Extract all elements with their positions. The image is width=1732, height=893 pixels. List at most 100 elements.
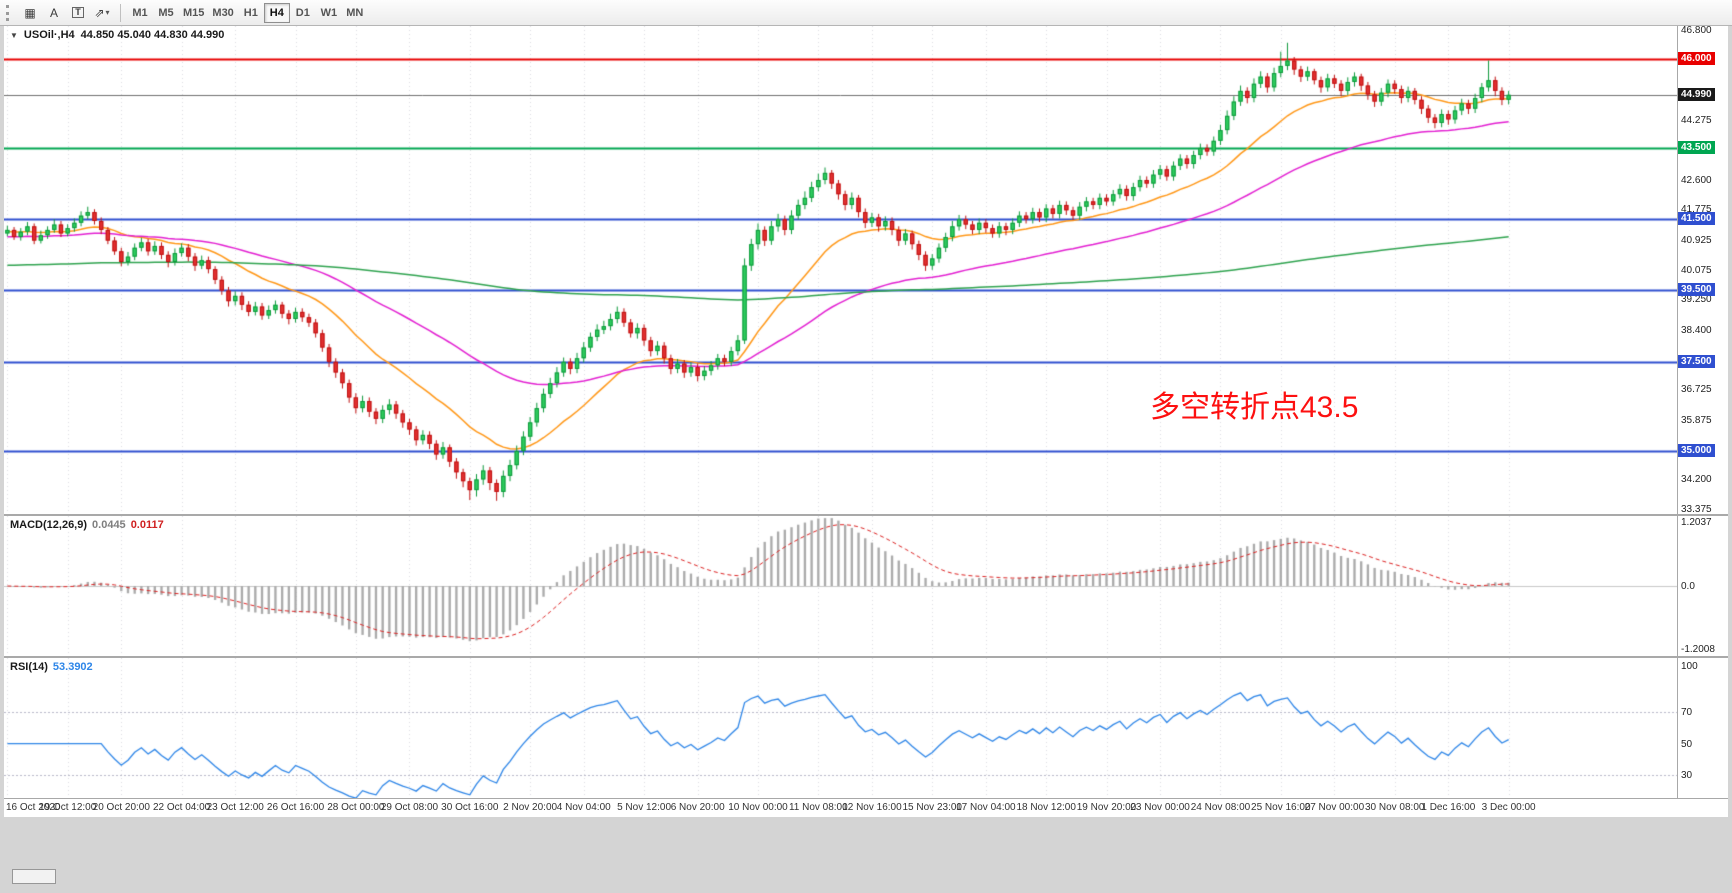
price-chart-panel: ▼ USOil·,H4 44.850 45.040 44.830 44.990 … xyxy=(4,25,1728,515)
time-axis-label: 4 Nov 04:00 xyxy=(556,802,611,813)
time-axis-label: 2 Nov 20:00 xyxy=(503,802,558,813)
price-axis-label: 46.800 xyxy=(1681,25,1712,37)
time-axis-label: 26 Oct 16:00 xyxy=(266,802,325,813)
price-axis-badge: 39.500 xyxy=(1678,283,1715,297)
macd-axis-label: 0.0 xyxy=(1681,581,1695,592)
macd-label: MACD(12,26,9) 0.0445 0.0117 xyxy=(10,519,164,531)
rsi-value: 53.3902 xyxy=(52,661,93,673)
timeframe-m1-button[interactable]: M1 xyxy=(127,3,153,23)
macd-axis[interactable]: 1.2037 0.0 -1.2008 xyxy=(1677,516,1728,656)
time-axis-label: 15 Nov 23:00 xyxy=(902,802,963,813)
timeframe-m5-button[interactable]: M5 xyxy=(153,3,179,23)
rsi-label: RSI(14) 53.3902 xyxy=(10,661,93,673)
rsi-axis[interactable]: 100 70 50 30 xyxy=(1677,658,1728,798)
timeframe-m15-button[interactable]: M15 xyxy=(179,3,208,23)
timeframe-h1-button[interactable]: H1 xyxy=(238,3,264,23)
price-axis-badge: 37.500 xyxy=(1678,354,1715,368)
price-axis-label: 34.200 xyxy=(1681,474,1712,486)
time-axis-label: 30 Nov 08:00 xyxy=(1364,802,1425,813)
time-axis-label: 25 Nov 16:00 xyxy=(1251,802,1311,813)
annotation-text: 多空转折点43.5 xyxy=(1150,391,1359,424)
time-axis-label: 28 Oct 00:00 xyxy=(327,802,385,813)
time-axis-label: 17 Nov 04:00 xyxy=(956,802,1016,813)
cursor-tool-button[interactable]: ⇗ ▾ xyxy=(90,3,114,23)
time-axis-label: 18 Nov 12:00 xyxy=(1016,802,1076,813)
price-axis-label: 36.725 xyxy=(1681,384,1712,396)
time-axis-label: 23 Oct 12:00 xyxy=(206,802,264,813)
price-axis[interactable]: 46.800 44.275 42.600 41.775 40.925 40.075 39.2… xyxy=(1677,25,1728,515)
chart-window: ▼ USOil·,H4 44.850 45.040 44.830 44.990 … xyxy=(4,25,1728,817)
macd-name: MACD(12,26,9) xyxy=(10,519,88,531)
time-axis-label: 27 Nov 00:00 xyxy=(1304,802,1365,813)
price-axis-label: 42.600 xyxy=(1681,174,1712,186)
time-axis-label: 11 Nov 08:00 xyxy=(788,802,848,813)
price-axis-badge: 41.500 xyxy=(1678,212,1715,226)
chart-title: ▼ USOil·,H4 44.850 45.040 44.830 44.990 xyxy=(10,29,224,41)
macd-axis-label: 1.2037 xyxy=(1681,517,1712,529)
timeframe-w1-button[interactable]: W1 xyxy=(316,3,342,23)
time-axis-label: 20 Oct 20:00 xyxy=(92,802,150,813)
timeframe-d1-button[interactable]: D1 xyxy=(290,3,316,23)
time-axis-label: 5 Nov 12:00 xyxy=(617,802,672,813)
price-axis-label: 44.275 xyxy=(1681,115,1712,127)
price-axis-label: 33.375 xyxy=(1681,503,1712,515)
time-axis-label: 10 Nov 00:00 xyxy=(728,802,788,813)
price-axis-badge: 46.000 xyxy=(1678,51,1715,65)
time-axis-label: 12 Nov 16:00 xyxy=(842,802,902,813)
price-axis-badge: 44.990 xyxy=(1678,87,1715,101)
macd-axis-label: -1.2008 xyxy=(1681,644,1715,655)
cursor-arrow-icon: ⇗ xyxy=(94,5,105,20)
macd-canvas[interactable] xyxy=(4,516,1677,656)
time-axis-label: 19 Oct 12:00 xyxy=(39,802,97,813)
price-axis-label: 35.875 xyxy=(1681,414,1712,426)
chart-symbol-timeframe: USOil·,H4 xyxy=(23,29,75,41)
annotate-button[interactable]: A xyxy=(42,3,66,23)
toolbar-separator xyxy=(120,3,121,22)
price-axis-label: 40.925 xyxy=(1681,234,1712,246)
timeframe-mn-button[interactable]: MN xyxy=(342,3,368,23)
rsi-axis-label: 70 xyxy=(1681,707,1693,719)
time-axis-label: 30 Oct 16:00 xyxy=(441,802,499,813)
price-axis-label: 39.250 xyxy=(1681,294,1712,306)
panel-divider[interactable] xyxy=(4,514,1728,516)
time-axis-label: 1 Dec 16:00 xyxy=(1421,802,1476,813)
price-axis-label: 40.075 xyxy=(1681,265,1712,276)
time-axis-label: 29 Oct 08:00 xyxy=(380,802,439,813)
text-tool-icon: T xyxy=(72,7,84,18)
rsi-panel: RSI(14) 53.3902 100 70 50 30 xyxy=(4,658,1728,798)
text-tool-button[interactable]: T xyxy=(66,3,90,23)
minimized-window[interactable] xyxy=(12,869,56,884)
price-axis-badge: 43.500 xyxy=(1678,140,1715,154)
chart-windows-button[interactable]: ▦ xyxy=(18,3,42,23)
macd-main-value: 0.0445 xyxy=(92,519,126,531)
collapse-triangle-icon[interactable]: ▼ xyxy=(10,30,18,40)
chart-grid-icon: ▦ xyxy=(24,5,36,20)
time-axis-label: 24 Nov 08:00 xyxy=(1190,802,1251,813)
timeframe-m30-button[interactable]: M30 xyxy=(208,3,237,23)
macd-signal-value: 0.0117 xyxy=(130,519,164,531)
panel-divider[interactable] xyxy=(4,656,1728,658)
toolbar-grip[interactable] xyxy=(6,4,12,21)
rsi-canvas[interactable] xyxy=(4,658,1677,798)
time-axis-label: 3 Dec 00:00 xyxy=(1481,802,1536,813)
macd-panel: MACD(12,26,9) 0.0445 0.0117 1.2037 0.0 -1.20… xyxy=(4,516,1728,656)
time-axis-label: 16 Oct 2020 xyxy=(6,802,61,813)
price-chart-canvas[interactable] xyxy=(4,26,1677,514)
rsi-axis-label: 100 xyxy=(1681,660,1698,672)
price-axis-label: 38.400 xyxy=(1681,324,1712,336)
rsi-name: RSI(14) xyxy=(10,661,48,673)
time-axis-label: 6 Nov 20:00 xyxy=(670,802,725,813)
chevron-down-icon: ▾ xyxy=(105,8,110,17)
rsi-axis-label: 30 xyxy=(1681,769,1693,781)
chart-ohlc-values: 44.850 45.040 44.830 44.990 xyxy=(80,29,225,41)
bottom-strip xyxy=(0,817,1732,893)
time-axis[interactable]: 16 Oct 2020 19 Oct 12:00 20 Oct 20:00 22 Oc… xyxy=(4,798,1728,817)
time-axis-label: 19 Nov 20:00 xyxy=(1076,802,1137,813)
toolbar: ▦ A T ⇗ ▾ M1 M5 M15 M30 H1 H4 D1 W1 MN xyxy=(0,0,1732,26)
rsi-axis-label: 50 xyxy=(1681,738,1693,750)
time-axis-label: 22 Oct 04:00 xyxy=(152,802,211,813)
price-axis-badge: 35.000 xyxy=(1678,443,1715,457)
timeframe-h4-button[interactable]: H4 xyxy=(263,2,290,23)
price-axis-label: 41.775 xyxy=(1681,204,1712,216)
letter-a-icon: A xyxy=(49,5,58,20)
